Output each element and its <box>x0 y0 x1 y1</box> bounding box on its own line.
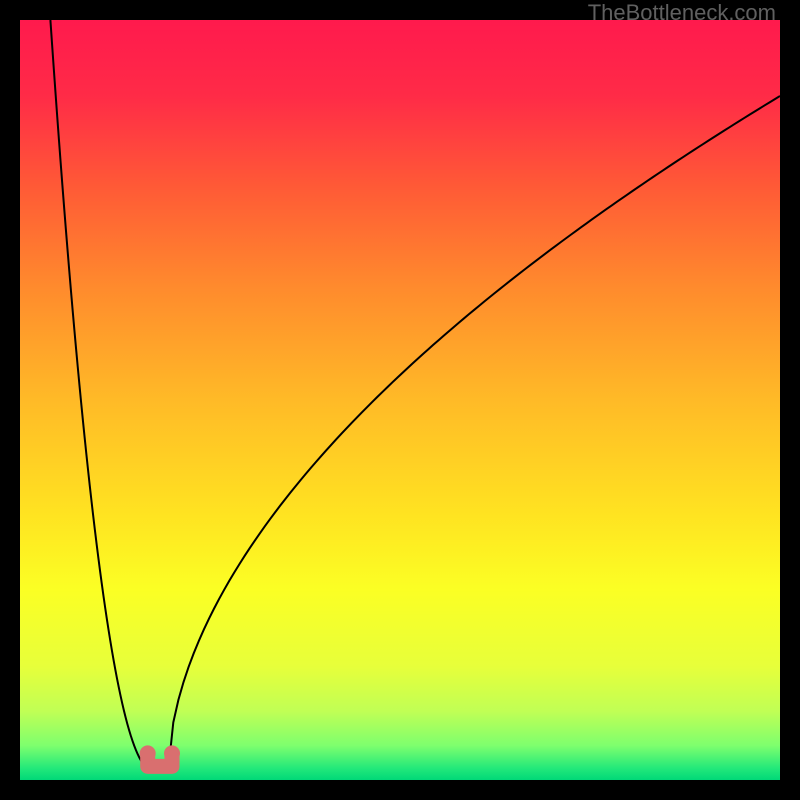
sweet-spot-dot <box>140 745 156 761</box>
watermark-text: TheBottleneck.com <box>588 0 776 26</box>
sweet-spot-dot <box>164 745 180 761</box>
plot-area <box>20 20 780 780</box>
chart-svg <box>20 20 780 780</box>
gradient-background <box>20 20 780 780</box>
